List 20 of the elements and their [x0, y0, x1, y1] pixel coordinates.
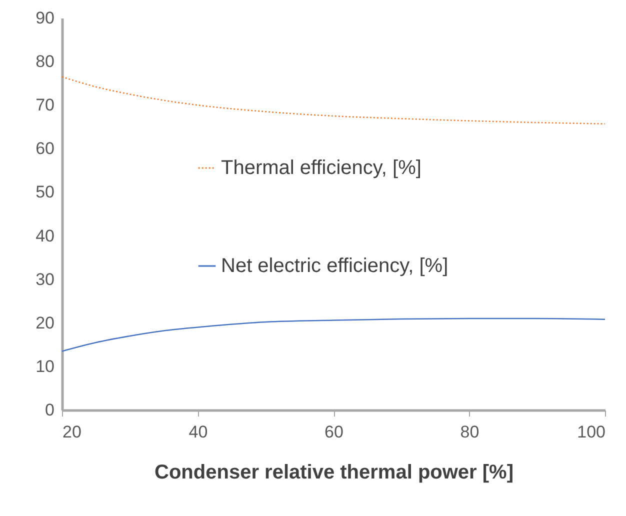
y-tick-label: 0	[45, 400, 54, 420]
y-tick-label: 50	[36, 182, 54, 202]
x-tick-label: 40	[188, 422, 208, 442]
y-tick-label: 30	[36, 270, 54, 289]
y-tick-label: 90	[36, 8, 54, 28]
x-tick-label: 60	[324, 422, 344, 442]
y-tick-label: 20	[36, 313, 54, 332]
x-tick-label: 20	[62, 422, 82, 442]
x-tick-label: 80	[460, 422, 480, 442]
line-series	[61, 76, 606, 124]
legend-label: Thermal efficiency, [%]	[221, 157, 422, 179]
y-tick-label: 80	[36, 52, 54, 72]
y-tick-label: 10	[36, 356, 54, 376]
y-tick-label: 70	[36, 96, 54, 115]
x-axis-title: Condenser relative thermal power [%]	[154, 462, 514, 484]
x-tick-label: 100	[577, 422, 606, 442]
y-tick-label: 60	[36, 139, 54, 158]
line-series	[61, 318, 606, 352]
legend-label: Net electric efficiency, [%]	[221, 255, 448, 277]
y-tick-label: 40	[36, 226, 54, 246]
